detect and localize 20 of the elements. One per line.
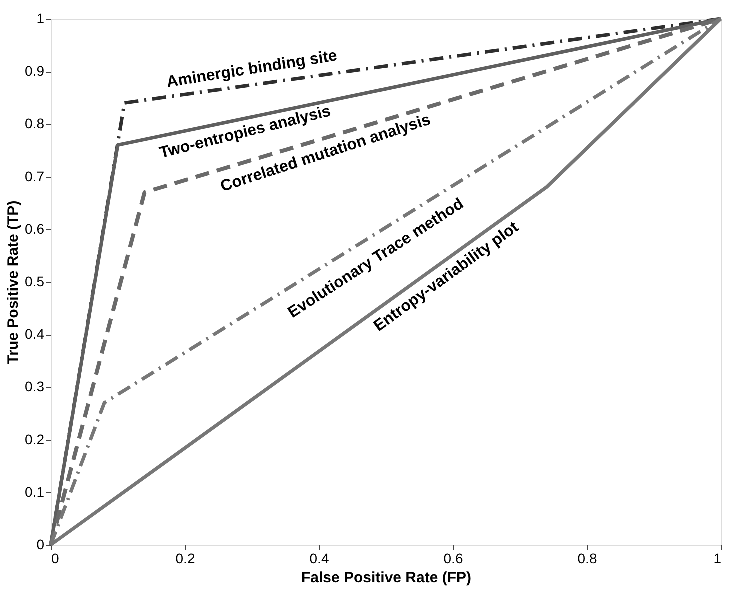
x-axis-title: False Positive Rate (FP) — [301, 570, 472, 586]
x-tick-label: 0.8 — [578, 550, 598, 566]
text: Aminergic binding site — [166, 48, 339, 92]
y-tick-label: 0 — [36, 536, 45, 552]
y-tick-label: 0.2 — [25, 431, 45, 448]
y-tick-label: 0.4 — [25, 326, 45, 342]
x-tick-label: 0.4 — [310, 550, 330, 566]
y-tick-label: 0.7 — [25, 168, 45, 184]
y-tick-label: 1 — [36, 10, 45, 26]
y-tick-label: 0.5 — [25, 274, 45, 290]
y-tick-label: 0.3 — [25, 378, 45, 395]
x-tick-label: 1 — [714, 550, 722, 566]
x-tick-label: 0.6 — [444, 550, 464, 566]
y-tick-label: 0.6 — [25, 220, 45, 237]
x-tick-label: 0 — [52, 550, 60, 566]
y-tick-label: 0.9 — [25, 63, 45, 80]
x-tick-label: 0.2 — [176, 550, 196, 566]
y-tick-label: 0.8 — [25, 116, 45, 132]
y-axis-title: True Positive Rate (TP) — [5, 200, 22, 364]
y-tick-label: 0.1 — [25, 484, 45, 500]
